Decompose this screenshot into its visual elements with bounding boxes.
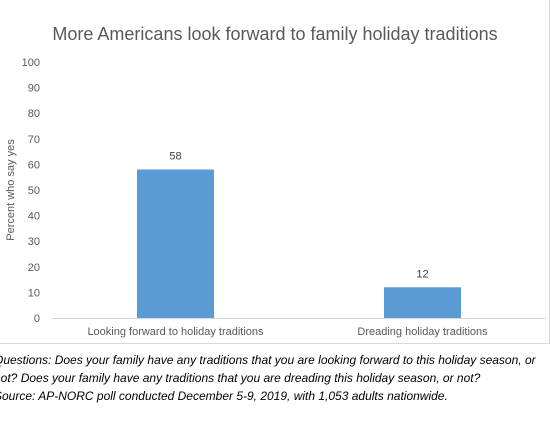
- y-tick-label: 20: [28, 262, 40, 274]
- footnote-questions-line-2: not? Does your family have any tradition…: [0, 371, 481, 385]
- x-category-label: Dreading holiday traditions: [357, 326, 488, 338]
- y-tick-label: 100: [22, 57, 40, 69]
- y-tick-label: 40: [28, 211, 40, 223]
- footnote-source: Source: AP-NORC poll conducted December …: [0, 389, 448, 403]
- y-tick-label: 60: [28, 159, 40, 171]
- chart-title: More Americans look forward to family ho…: [52, 24, 497, 44]
- y-axis-label: Percent who say yes: [5, 139, 17, 241]
- y-tick-label: 70: [28, 134, 40, 146]
- bar: [137, 169, 214, 318]
- chart-border-bottom: [0, 343, 550, 344]
- y-tick-label: 0: [34, 313, 40, 325]
- footnotes: Questions: Does your family have any tra…: [0, 351, 550, 405]
- y-tick-label: 10: [28, 287, 40, 299]
- bar: [384, 287, 461, 318]
- footnote-questions-line-1: Questions: Does your family have any tra…: [0, 353, 536, 367]
- y-tick-label: 50: [28, 185, 40, 197]
- x-category-label: Looking forward to holiday traditions: [87, 326, 264, 338]
- y-tick-label: 80: [28, 108, 40, 120]
- y-tick-label: 30: [28, 236, 40, 248]
- y-tick-label: 90: [28, 83, 40, 95]
- chart-svg: More Americans look forward to family ho…: [5, 24, 546, 338]
- data-label: 58: [169, 151, 181, 163]
- data-label: 12: [416, 268, 428, 280]
